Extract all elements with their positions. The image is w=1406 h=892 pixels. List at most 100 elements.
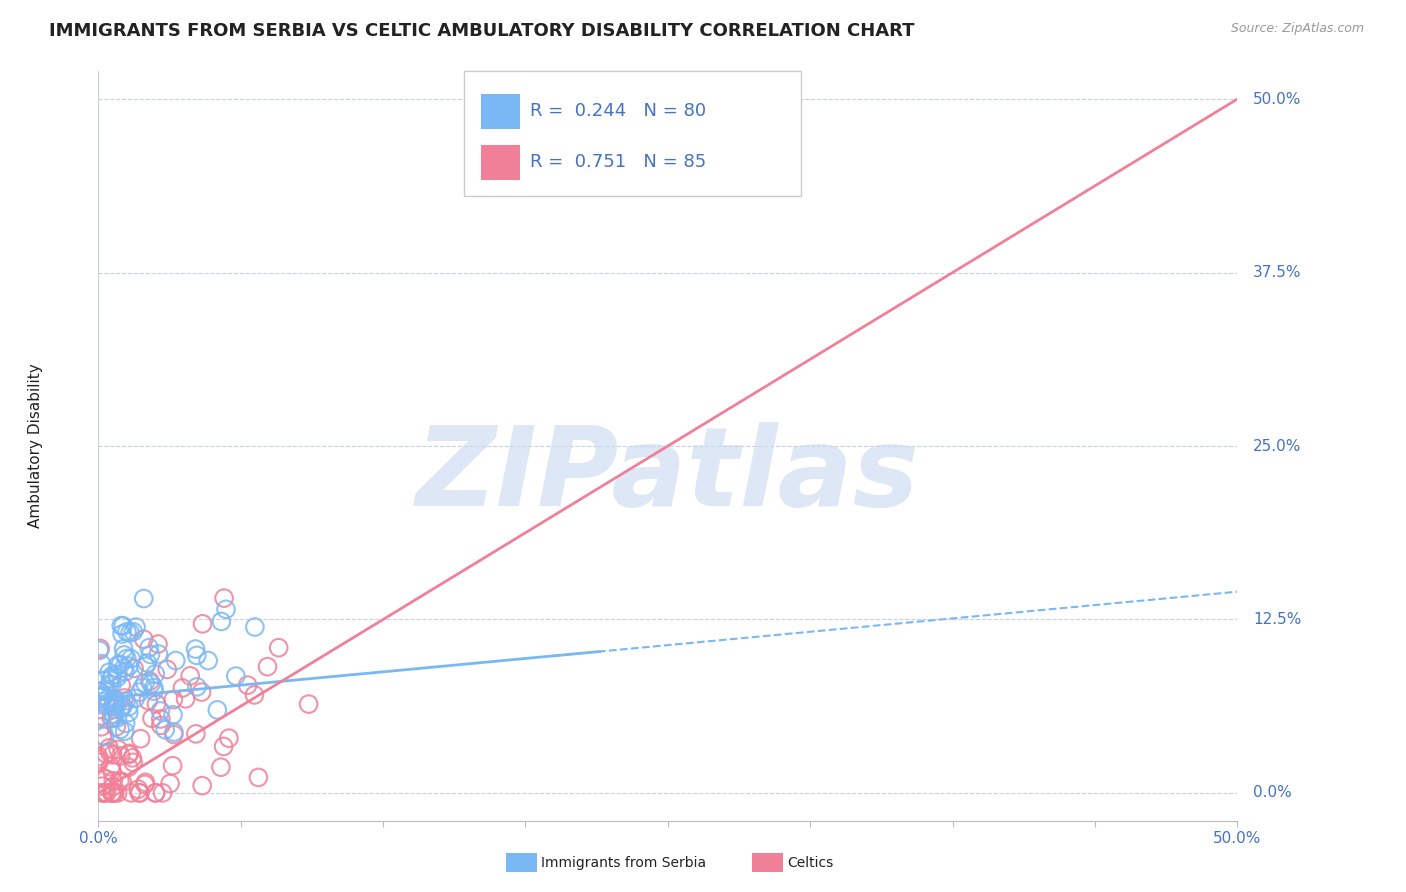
Point bbox=[93, 786, 115, 800]
Point bbox=[145, 786, 167, 800]
Point bbox=[190, 685, 212, 699]
Text: IMMIGRANTS FROM SERBIA VS CELTIC AMBULATORY DISABILITY CORRELATION CHART: IMMIGRANTS FROM SERBIA VS CELTIC AMBULAT… bbox=[49, 22, 915, 40]
Point bbox=[94, 747, 117, 761]
Point bbox=[87, 756, 110, 770]
Point bbox=[105, 671, 128, 685]
Point bbox=[114, 724, 136, 739]
Point bbox=[159, 776, 181, 790]
Point bbox=[209, 615, 232, 629]
Point bbox=[91, 779, 114, 793]
Text: ZIPatlas: ZIPatlas bbox=[416, 423, 920, 530]
Point bbox=[122, 624, 145, 639]
Point bbox=[120, 625, 142, 640]
Point bbox=[146, 637, 169, 651]
Point bbox=[96, 684, 118, 698]
Point bbox=[115, 624, 138, 639]
Point bbox=[104, 786, 127, 800]
Point bbox=[103, 691, 125, 706]
Point bbox=[103, 707, 125, 722]
Point bbox=[91, 729, 114, 743]
Point bbox=[103, 695, 125, 709]
Point bbox=[93, 673, 115, 688]
Point bbox=[90, 657, 112, 671]
Point bbox=[98, 677, 121, 691]
Point bbox=[298, 697, 321, 711]
Point bbox=[191, 779, 214, 793]
Point bbox=[225, 669, 247, 683]
Point bbox=[105, 720, 128, 734]
Point bbox=[139, 676, 162, 690]
Point bbox=[207, 703, 229, 717]
Point bbox=[112, 619, 135, 633]
Point bbox=[100, 672, 122, 686]
Point bbox=[101, 668, 124, 682]
Point bbox=[129, 786, 152, 800]
Point bbox=[120, 652, 142, 666]
Point bbox=[100, 711, 122, 725]
Point bbox=[125, 620, 148, 634]
Point bbox=[129, 731, 152, 746]
Point bbox=[110, 657, 132, 672]
Point bbox=[162, 692, 184, 706]
Point bbox=[111, 699, 134, 714]
Point bbox=[134, 676, 156, 690]
Point bbox=[148, 647, 170, 661]
Point bbox=[104, 699, 127, 714]
Point bbox=[236, 678, 259, 692]
Point bbox=[128, 685, 150, 699]
Point bbox=[101, 780, 124, 794]
Text: Celtics: Celtics bbox=[787, 855, 834, 870]
Text: Immigrants from Serbia: Immigrants from Serbia bbox=[541, 855, 706, 870]
Point bbox=[162, 707, 184, 722]
Point bbox=[267, 640, 290, 655]
Point bbox=[184, 727, 207, 741]
Point bbox=[111, 775, 134, 789]
Point bbox=[118, 706, 141, 720]
Point bbox=[122, 756, 145, 770]
Point bbox=[145, 697, 167, 711]
Point bbox=[141, 711, 163, 725]
Point bbox=[110, 678, 132, 692]
Point bbox=[96, 786, 118, 800]
Point bbox=[243, 620, 266, 634]
Point bbox=[105, 698, 128, 712]
Point bbox=[98, 665, 121, 680]
Point bbox=[163, 727, 186, 741]
Point bbox=[112, 698, 135, 713]
Point bbox=[94, 786, 117, 800]
Point bbox=[97, 697, 120, 711]
Point bbox=[186, 648, 208, 663]
Point bbox=[112, 648, 135, 662]
Point bbox=[132, 591, 155, 606]
Point bbox=[112, 641, 135, 656]
Point bbox=[136, 693, 159, 707]
Point bbox=[165, 654, 187, 668]
Point bbox=[186, 680, 208, 694]
Point bbox=[107, 742, 129, 756]
Point bbox=[90, 698, 112, 712]
Point bbox=[93, 689, 115, 703]
Point bbox=[110, 723, 132, 737]
Point bbox=[197, 654, 219, 668]
Point bbox=[103, 773, 125, 788]
Point bbox=[111, 627, 134, 641]
Point bbox=[114, 716, 136, 731]
Point bbox=[134, 775, 156, 789]
Point bbox=[118, 699, 141, 714]
Point bbox=[163, 725, 186, 739]
Text: 12.5%: 12.5% bbox=[1253, 612, 1302, 627]
Point bbox=[107, 786, 129, 800]
Point bbox=[138, 640, 160, 655]
Point bbox=[98, 740, 121, 755]
Point bbox=[89, 684, 111, 698]
Point bbox=[153, 723, 176, 737]
Point bbox=[90, 709, 112, 723]
Point bbox=[132, 632, 155, 647]
Point bbox=[93, 730, 115, 744]
Text: 0.0%: 0.0% bbox=[1253, 785, 1292, 800]
Point bbox=[108, 773, 131, 788]
Point bbox=[101, 747, 124, 762]
Point bbox=[212, 739, 235, 754]
Point bbox=[149, 712, 172, 726]
Point bbox=[142, 684, 165, 698]
